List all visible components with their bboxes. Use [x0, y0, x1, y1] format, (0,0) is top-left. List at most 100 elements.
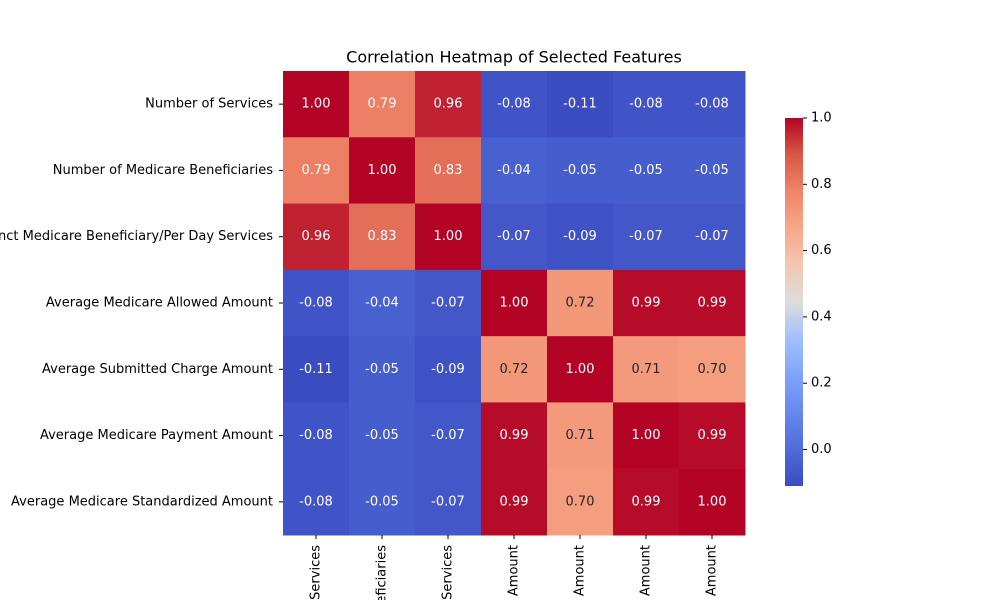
cell-label: -0.05: [365, 362, 399, 377]
cell-label: -0.05: [365, 428, 399, 443]
heatmap-cell: [547, 336, 614, 403]
colorbar-tick-label: 0.8: [811, 177, 832, 192]
cell-label: -0.09: [563, 229, 597, 244]
chart-title: Correlation Heatmap of Selected Features: [346, 48, 682, 67]
cell-label: 0.99: [632, 296, 661, 311]
colorbar-tick-label: 1.0: [811, 111, 832, 126]
y-tick-label: Number of Medicare Beneficiaries: [53, 163, 273, 178]
cell-label: -0.07: [629, 229, 663, 244]
cell-label: 0.70: [698, 362, 727, 377]
cell-label: -0.05: [365, 494, 399, 509]
cell-label: 0.83: [368, 229, 397, 244]
cell-label: 1.00: [698, 494, 727, 509]
x-tick-label: Average Submitted Charge Amount: [573, 545, 588, 600]
heatmap-cell: [547, 203, 614, 271]
heatmap-cell: [547, 137, 614, 205]
heatmap-cell: [283, 269, 350, 337]
y-tick-label: Number of Services: [145, 97, 273, 112]
cell-label: 0.79: [368, 97, 397, 112]
colorbar-tick-label: 0.4: [811, 309, 832, 324]
heatmap-cell: [679, 402, 746, 470]
cell-label: 0.72: [500, 362, 529, 377]
y-tick-label: Average Medicare Standardized Amount: [11, 494, 273, 509]
cell-label: -0.08: [299, 494, 333, 509]
cell-label: -0.05: [695, 163, 729, 178]
cell-label: -0.07: [431, 428, 465, 443]
heatmap-cell: [547, 71, 614, 138]
colorbar-tick-label: 0.6: [811, 243, 832, 258]
y-tick-label: Number of Distinct Medicare Beneficiary/…: [0, 229, 273, 244]
heatmap-cell: [613, 468, 680, 536]
cell-label: 0.71: [566, 428, 595, 443]
heatmap-cell: [547, 269, 614, 337]
x-tick-label: Average Medicare Allowed Amount: [507, 545, 522, 600]
plot: 1.00 0.79 0.96 -0.08 -0.11 -0.08 -0.08 0.79 1.00…: [0, 71, 746, 600]
cell-label: 0.99: [500, 428, 529, 443]
heatmap-cell: [349, 71, 416, 138]
heatmap-cell: [283, 402, 350, 470]
cell-label: -0.08: [497, 97, 531, 112]
heatmap-cell: [613, 137, 680, 205]
heatmap-cell: [481, 336, 548, 403]
cell-label: 1.00: [500, 296, 529, 311]
cell-label: -0.08: [299, 296, 333, 311]
heatmap-cell: [415, 71, 482, 138]
heatmap-cell: [481, 137, 548, 205]
heatmap-cell: [679, 137, 746, 205]
cell-label: 1.00: [434, 229, 463, 244]
heatmap-cell: [349, 269, 416, 337]
cell-label: -0.07: [497, 229, 531, 244]
cell-label: -0.08: [299, 428, 333, 443]
heatmap-cell: [415, 203, 482, 271]
heatmap-cell: [283, 468, 350, 536]
heatmap-cell: [481, 71, 548, 138]
x-tick-label: Average Medicare Standardized Amount: [705, 545, 720, 600]
cell-label: -0.07: [695, 229, 729, 244]
heatmap-cell: [481, 269, 548, 337]
cell-label: -0.07: [431, 494, 465, 509]
colorbar-tick-label: 0.0: [811, 442, 832, 457]
y-tick-label: Average Submitted Charge Amount: [42, 362, 273, 377]
cell-label: -0.08: [629, 97, 663, 112]
heatmap-cell: [415, 269, 482, 337]
heatmap-cell: [679, 71, 746, 138]
heatmap-cell: [679, 269, 746, 337]
heatmap-cell: [679, 336, 746, 403]
heatmap-cell: [679, 203, 746, 271]
heatmap-cell: [349, 468, 416, 536]
cell-label: 0.99: [632, 494, 661, 509]
cell-label: 0.96: [434, 97, 463, 112]
heatmap-cell: [349, 336, 416, 403]
cell-label: 1.00: [566, 362, 595, 377]
heatmap-cell: [283, 336, 350, 403]
x-tick-label: Number of Distinct Medicare Beneficiary/…: [441, 545, 456, 600]
heatmap-cell: [481, 203, 548, 271]
heatmap-cell: [415, 137, 482, 205]
y-tick-label: Average Medicare Payment Amount: [40, 428, 273, 443]
heatmap-cell: [481, 468, 548, 536]
colorbar-tick-label: 0.2: [811, 376, 832, 391]
cell-label: 0.99: [698, 428, 727, 443]
cell-label: 0.79: [302, 163, 331, 178]
cell-label: 0.70: [566, 494, 595, 509]
heatmap-cell: [613, 269, 680, 337]
heatmap-cell: [349, 137, 416, 205]
x-tick-label: Average Medicare Payment Amount: [639, 545, 654, 600]
cell-label: 0.99: [500, 494, 529, 509]
heatmap-cell: [415, 468, 482, 536]
cell-label: 1.00: [368, 163, 397, 178]
heatmap-cell: [481, 402, 548, 470]
heatmap-cell: [415, 402, 482, 470]
cell-label: 0.83: [434, 163, 463, 178]
cell-label: -0.09: [431, 362, 465, 377]
cell-label: 1.00: [632, 428, 661, 443]
cell-label: -0.07: [431, 296, 465, 311]
cell-label: 0.96: [302, 229, 331, 244]
cell-label: -0.11: [563, 97, 597, 112]
cell-label: 0.71: [632, 362, 661, 377]
cell-label: -0.04: [497, 163, 531, 178]
colorbar: [785, 118, 803, 486]
heatmap-cell: [283, 137, 350, 205]
cell-label: -0.05: [629, 163, 663, 178]
